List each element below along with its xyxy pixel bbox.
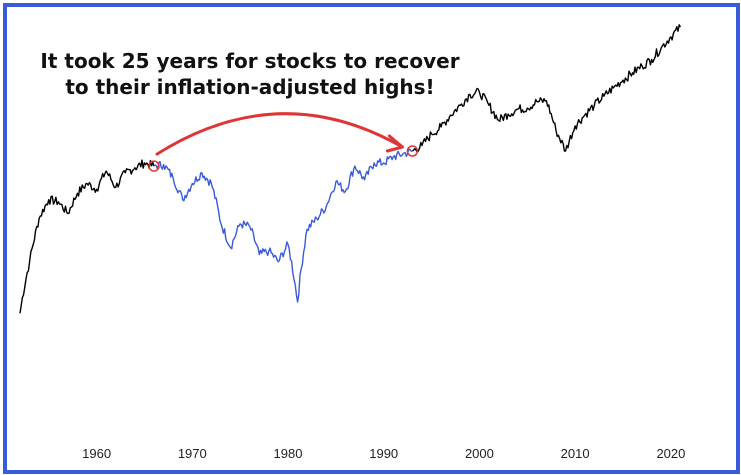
x-tick-label-2010: 2010	[561, 446, 590, 461]
x-tick-label-1960: 1960	[82, 446, 111, 461]
series-line-post-recovery	[411, 24, 682, 153]
x-tick-label-2020: 2020	[656, 446, 685, 461]
x-tick-label-1970: 1970	[178, 446, 207, 461]
recovery-arrow	[155, 112, 404, 156]
highlight-circle-1993	[406, 145, 419, 157]
annotation-layer	[148, 112, 419, 172]
chart-title: It took 25 years for stocks to recover t…	[40, 49, 460, 99]
x-axis-ticks: 1960 1970 1980 1990 2000 2010 2020	[82, 446, 685, 461]
series-line-pre-peak	[19, 159, 155, 314]
x-tick-label-1990: 1990	[369, 446, 398, 461]
series-layer	[19, 24, 682, 314]
x-tick-label-1980: 1980	[274, 446, 303, 461]
highlight-circle-1966	[148, 160, 160, 172]
series-line-below-prior-high	[153, 148, 413, 303]
chart-frame	[3, 3, 740, 474]
x-tick-label-2000: 2000	[465, 446, 494, 461]
recovery-arrow-head	[385, 134, 404, 153]
